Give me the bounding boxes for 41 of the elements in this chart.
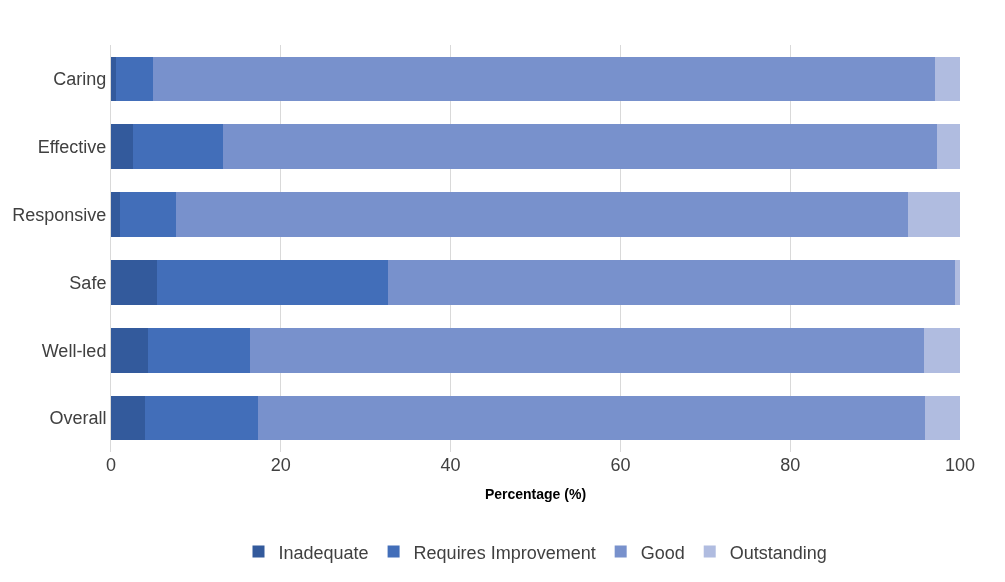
- x-tick-label: 20: [270, 455, 291, 475]
- bar: [111, 56, 117, 102]
- bar: [144, 395, 258, 441]
- bar: [387, 260, 955, 305]
- bar: [111, 327, 148, 373]
- bar: [925, 395, 960, 441]
- bar: [908, 192, 960, 237]
- bar: [111, 192, 121, 237]
- x-tick-label: 0: [105, 455, 117, 475]
- bar: [934, 56, 960, 102]
- y-tick-label: Caring: [53, 69, 107, 90]
- legend-label: Inadequate: [278, 542, 369, 563]
- bar: [152, 56, 935, 102]
- bar: [116, 56, 153, 102]
- x-tick-label: 60: [610, 455, 631, 475]
- bar: [147, 327, 251, 373]
- y-tick-label: Well-led: [41, 340, 107, 361]
- bar: [133, 124, 224, 170]
- legend-label: Good: [640, 542, 685, 563]
- bar: [954, 260, 960, 305]
- y-tick-label: Overall: [49, 408, 107, 429]
- bar: [937, 124, 960, 170]
- bar: [250, 327, 925, 373]
- y-tick-label: Responsive: [12, 204, 107, 225]
- x-tick-label: 40: [440, 455, 461, 475]
- legend-label: Outstanding: [729, 542, 827, 563]
- legend-label: Requires Improvement: [413, 542, 596, 563]
- bar: [120, 192, 176, 237]
- bar: [257, 395, 926, 441]
- x-tick-label: 80: [780, 455, 801, 475]
- y-tick-label: Effective: [37, 137, 107, 158]
- bar: [156, 260, 388, 305]
- bar: [111, 260, 157, 305]
- bar: [111, 395, 145, 441]
- bar: [175, 192, 909, 237]
- x-tick-label: 100: [944, 455, 976, 475]
- bar: [111, 124, 134, 170]
- x-axis-title: Percentage (%): [484, 486, 587, 503]
- bar: [223, 124, 938, 170]
- bar: [924, 327, 960, 373]
- y-tick-label: Safe: [69, 272, 107, 293]
